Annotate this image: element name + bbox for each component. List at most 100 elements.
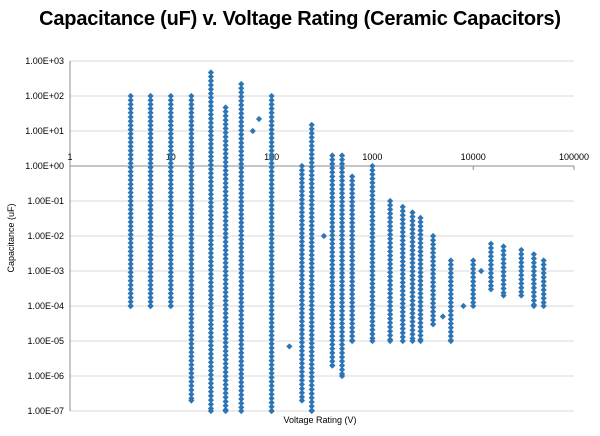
- data-point: [222, 339, 229, 346]
- data-point: [268, 113, 275, 121]
- data-point: [222, 356, 229, 363]
- data-point: [349, 261, 356, 268]
- data-point: [387, 252, 394, 259]
- data-point: [409, 230, 416, 237]
- data-point: [369, 209, 376, 216]
- data-point: [207, 338, 215, 345]
- data-point: [238, 248, 245, 256]
- data-point: [127, 189, 134, 196]
- data-point: [329, 358, 336, 365]
- data-point: [207, 228, 215, 236]
- data-point: [207, 128, 215, 135]
- data-point: [387, 337, 394, 345]
- data-point: [387, 319, 394, 326]
- data-point: [147, 231, 154, 238]
- x-tick-label: 100000: [559, 152, 589, 162]
- data-point: [268, 365, 275, 373]
- data-point: [188, 349, 195, 356]
- data-point: [188, 210, 195, 217]
- data-point: [470, 302, 477, 310]
- data-point: [417, 252, 424, 259]
- data-point: [207, 203, 215, 210]
- data-point: [188, 265, 195, 272]
- data-point: [238, 395, 245, 403]
- data-point: [147, 239, 154, 247]
- data-point: [167, 244, 174, 251]
- data-point: [188, 273, 195, 280]
- data-point: [329, 164, 336, 172]
- data-point: [268, 109, 275, 116]
- data-point: [447, 265, 454, 272]
- data-point: [487, 265, 495, 273]
- data-point: [329, 169, 336, 176]
- data-point: [238, 265, 245, 272]
- data-point: [222, 137, 229, 145]
- data-point: [417, 328, 424, 335]
- data-point: [470, 257, 477, 264]
- data-point: [268, 315, 275, 322]
- data-point: [298, 196, 306, 203]
- data-point: [338, 236, 346, 243]
- data-point: [308, 398, 315, 406]
- data-point: [222, 121, 229, 128]
- data-point: [308, 268, 315, 275]
- data-point: [207, 279, 215, 286]
- data-point: [238, 223, 245, 230]
- data-point: [147, 286, 154, 293]
- data-point: [308, 327, 315, 334]
- data-point: [399, 262, 406, 269]
- data-point: [417, 260, 424, 268]
- data-point: [338, 215, 346, 222]
- data-point: [222, 146, 229, 153]
- data-point: [387, 197, 394, 205]
- data-point: [540, 286, 547, 293]
- data-point: [298, 272, 306, 279]
- data-point: [329, 295, 336, 302]
- data-point: [540, 278, 547, 285]
- data-point: [207, 287, 215, 294]
- data-point: [207, 325, 215, 332]
- data-point: [188, 365, 195, 373]
- data-point: [127, 239, 134, 247]
- data-point: [387, 248, 394, 255]
- data-point: [127, 248, 134, 255]
- data-point: [329, 307, 336, 314]
- data-point: [207, 212, 215, 219]
- data-point: [298, 209, 306, 216]
- data-point: [329, 202, 336, 209]
- data-point: [338, 257, 346, 264]
- data-point: [167, 265, 174, 272]
- data-point: [429, 245, 437, 252]
- data-point: [127, 214, 134, 221]
- data-point: [399, 228, 406, 236]
- data-point: [167, 160, 174, 167]
- data-point: [429, 232, 437, 240]
- data-point: [399, 275, 406, 282]
- data-point: [487, 257, 495, 264]
- data-point: [349, 194, 356, 201]
- data-point: [338, 311, 346, 319]
- data-point: [349, 299, 356, 306]
- data-point: [127, 168, 134, 175]
- data-point: [409, 255, 416, 262]
- data-point: [207, 258, 215, 265]
- data-point: [530, 280, 537, 287]
- data-point: [308, 130, 315, 137]
- data-point: [188, 130, 195, 137]
- data-point: [500, 281, 507, 288]
- data-point: [222, 163, 229, 170]
- data-point: [222, 335, 229, 342]
- data-point: [268, 391, 275, 398]
- data-point: [207, 346, 215, 353]
- data-point: [518, 272, 525, 279]
- data-point: [387, 218, 394, 226]
- data-point: [308, 390, 315, 397]
- data-point: [399, 291, 406, 299]
- data-point: [308, 289, 315, 296]
- data-point: [222, 104, 229, 111]
- data-point: [387, 311, 394, 318]
- data-point: [207, 186, 215, 194]
- data-point: [478, 267, 485, 275]
- data-point: [238, 345, 245, 352]
- data-point: [487, 253, 495, 260]
